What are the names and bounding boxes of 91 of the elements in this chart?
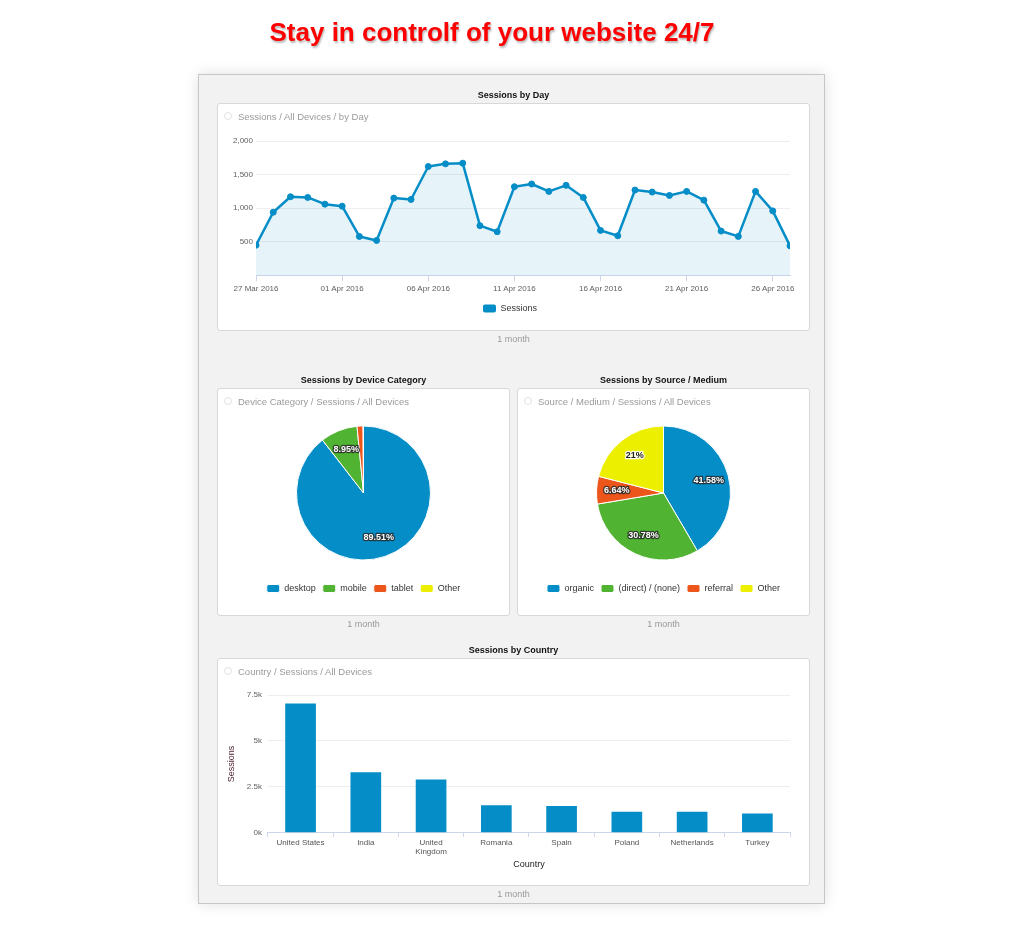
x-axis-title: Country: [513, 859, 546, 870]
point: [545, 187, 553, 195]
y-tick-label: 2.5k: [246, 782, 263, 792]
point: [424, 163, 432, 171]
data-label: 41.58%: [693, 475, 725, 486]
chart-title: Sessions by Device Category: [300, 375, 427, 385]
legend-label: Other: [757, 582, 781, 593]
text: 1 month: [497, 889, 530, 899]
text: 1 month: [647, 619, 680, 629]
chart-subtitle: Country / Sessions / All Devices: [238, 665, 373, 677]
x-tick-label: 16 Apr 2016: [578, 284, 623, 294]
bar: [350, 772, 382, 833]
y-tick-label: 0k: [253, 828, 263, 837]
point: [476, 222, 484, 230]
chart-subtitle: Sessions / All Devices / by Day: [238, 110, 369, 122]
chart-subtitle: Source / Medium / Sessions / All Devices: [538, 395, 711, 407]
point: [631, 186, 639, 194]
legend-label: Sessions: [500, 302, 538, 313]
point: [321, 200, 329, 208]
point: [597, 226, 605, 234]
point: [734, 232, 742, 240]
point: [269, 208, 277, 216]
point: [390, 194, 398, 202]
data-label: 8.95%: [333, 443, 359, 454]
legend-label: mobile: [340, 582, 367, 593]
data-label: 30.78%: [628, 529, 659, 540]
x-tick-label: United States: [276, 837, 325, 847]
y-tick-label: 7.5k: [246, 690, 263, 700]
x-tick-label: Turkey: [745, 837, 770, 847]
point: [528, 180, 536, 188]
x-tick-label: Poland: [614, 837, 640, 847]
bar: [285, 703, 316, 833]
x-tick-label: 21 Apr 2016: [665, 284, 709, 294]
point: [769, 207, 777, 215]
x-tick-label: 11 Apr 2016: [493, 284, 537, 294]
data-label: 21%: [625, 450, 644, 461]
x-tick-label: Romania: [480, 837, 513, 847]
bar: [546, 805, 577, 833]
point: [665, 191, 673, 199]
point: [648, 188, 656, 196]
y-tick-label: 1,000: [232, 203, 254, 213]
chart-title: Sessions by Day: [477, 90, 550, 100]
y-tick-label: 1,500: [232, 169, 254, 179]
y-axis-title: Sessions: [225, 745, 236, 783]
data-label: 6.64%: [603, 485, 630, 496]
y-tick-label: 2,000: [232, 136, 254, 146]
chart-title: Sessions by Source / Medium: [599, 375, 728, 385]
bar: [415, 779, 447, 833]
bar: [481, 805, 512, 833]
legend-label: tablet: [391, 582, 414, 593]
point: [373, 236, 381, 244]
x-tick-label: 27 Mar 2016: [233, 284, 280, 294]
x-tick-label: Spain: [551, 837, 572, 847]
x-tick-label: 01 Apr 2016: [320, 284, 365, 294]
chart-subtitle: Device Category / Sessions / All Devices: [238, 395, 410, 407]
bar: [676, 811, 708, 833]
point: [304, 193, 312, 201]
point: [683, 187, 691, 195]
x-tick-label: 26 Apr 2016: [751, 284, 795, 294]
point: [752, 187, 760, 195]
legend-label: referral: [704, 582, 734, 593]
y-tick-label: 5k: [253, 736, 263, 746]
point: [717, 227, 725, 235]
point: [338, 202, 346, 210]
point: [614, 232, 622, 240]
point: [700, 196, 708, 204]
data-label: 89.51%: [363, 531, 394, 542]
x-tick-label: India: [357, 837, 376, 847]
point: [286, 193, 294, 201]
legend-label: Other: [437, 582, 461, 593]
y-tick-label: 500: [239, 237, 254, 246]
point: [579, 193, 587, 201]
point: [510, 183, 518, 191]
point: [442, 160, 449, 168]
bar: [742, 813, 773, 833]
point: [355, 232, 363, 240]
chart-title: Sessions by Country: [468, 645, 559, 655]
point: [562, 181, 570, 189]
point: [407, 195, 415, 203]
x-tick-label: 06 Apr 2016: [406, 284, 451, 294]
text: 1 month: [497, 334, 530, 344]
text: Stay in controlf of your website 24/7: [269, 17, 715, 47]
bar: [611, 811, 643, 833]
legend-label: desktop: [284, 582, 316, 593]
x-tick-label: Netherlands: [670, 837, 714, 847]
legend-label: (direct) / (none): [618, 582, 681, 593]
legend-label: organic: [564, 582, 595, 593]
text: 1 month: [347, 619, 380, 629]
x-tick-label: United Kingdom: [415, 837, 448, 856]
point: [459, 159, 467, 167]
point: [493, 228, 501, 236]
